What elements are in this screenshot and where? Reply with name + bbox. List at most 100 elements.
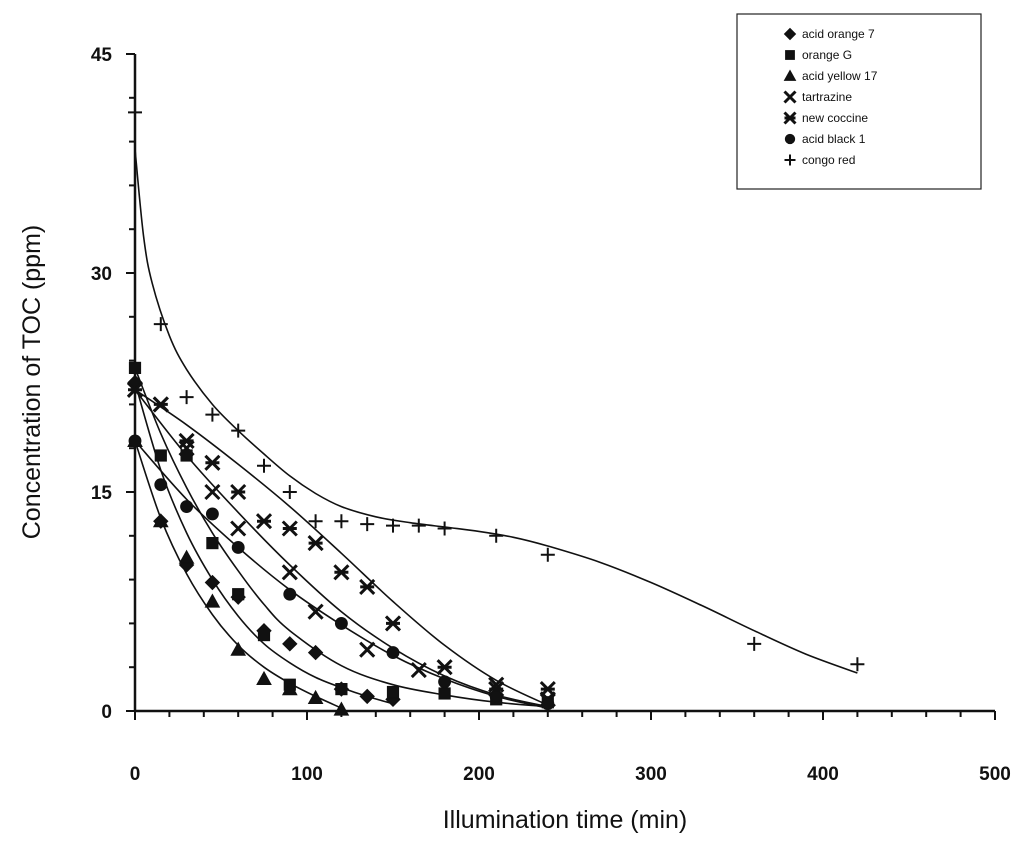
- point-new-coccine: [152, 396, 169, 413]
- point-congo-red: [128, 105, 142, 120]
- point-acid-orange-7: [282, 636, 298, 652]
- fit-curve-acid-orange-7: [134, 382, 394, 705]
- point-acid-black-1: [438, 675, 452, 689]
- fit-curve-new-coccine: [134, 389, 549, 706]
- point-acid-yellow-17: [256, 670, 272, 685]
- point-acid-black-1: [283, 587, 297, 601]
- point-congo-red: [179, 390, 194, 405]
- point-orange-G: [128, 361, 142, 374]
- point-new-coccine: [126, 381, 144, 398]
- point-acid-orange-7: [307, 644, 324, 661]
- point-acid-black-1: [231, 541, 245, 554]
- point-congo-red: [489, 528, 504, 543]
- point-congo-red: [257, 458, 271, 473]
- point-acid-yellow-17: [230, 641, 247, 656]
- point-congo-red: [540, 547, 555, 562]
- point-orange-G: [386, 685, 400, 699]
- fit-curves: [134, 148, 858, 709]
- point-acid-orange-7: [359, 688, 375, 705]
- point-congo-red: [360, 517, 375, 532]
- point-acid-black-1: [489, 689, 503, 703]
- point-new-coccine: [436, 659, 453, 676]
- point-new-coccine: [539, 681, 556, 698]
- point-new-coccine: [384, 615, 402, 632]
- point-acid-black-1: [386, 646, 400, 660]
- x-tick-label: 100: [291, 764, 323, 785]
- legend-label: acid orange 7: [802, 27, 875, 41]
- legend-label: tartrazine: [802, 90, 852, 104]
- legend-marker-acid-orange-7: [783, 27, 797, 41]
- point-new-coccine: [333, 564, 350, 581]
- legend-label: orange G: [802, 48, 852, 62]
- x-tick-label: 0: [130, 764, 141, 785]
- point-new-coccine: [359, 578, 376, 595]
- point-acid-black-1: [541, 697, 555, 711]
- x-tick-label: 300: [635, 764, 667, 785]
- y-tick-label: 30: [91, 264, 112, 285]
- point-congo-red: [153, 317, 168, 332]
- point-acid-yellow-17: [152, 513, 169, 528]
- point-acid-black-1: [205, 507, 219, 521]
- point-acid-black-1: [128, 434, 142, 448]
- point-acid-yellow-17: [204, 593, 221, 608]
- point-new-coccine: [281, 520, 298, 537]
- point-acid-orange-7: [204, 574, 221, 591]
- legend-label: congo red: [802, 153, 855, 167]
- x-tick-label: 400: [807, 764, 839, 785]
- point-orange-G: [206, 537, 219, 550]
- legend-label: new coccine: [802, 111, 868, 125]
- legend-marker-orange-G: [785, 50, 795, 60]
- point-tartrazine: [307, 603, 324, 620]
- legend-marker-tartrazine: [783, 90, 797, 104]
- point-congo-red: [205, 407, 220, 422]
- point-acid-yellow-17: [178, 549, 195, 564]
- point-congo-red: [334, 514, 349, 529]
- legend-items: acid orange 7 orange G acid yellow 17 tartr…: [783, 27, 878, 167]
- point-new-coccine: [178, 432, 195, 449]
- fit-curve-orange-G: [134, 367, 548, 708]
- point-tartrazine: [230, 520, 247, 537]
- point-tartrazine: [410, 662, 427, 679]
- x-tick-labels: 0 100 200 300 400 500: [130, 764, 1011, 785]
- x-axis-title: Illumination time (min): [443, 806, 688, 834]
- point-congo-red: [747, 636, 762, 651]
- data-points: [126, 105, 865, 716]
- fit-curve-acid-black-1: [134, 440, 548, 709]
- legend-label: acid black 1: [802, 132, 866, 146]
- point-new-coccine: [230, 483, 247, 501]
- x-tick-label: 500: [979, 764, 1011, 785]
- x-tick-label: 200: [463, 764, 495, 785]
- point-orange-G: [154, 449, 167, 462]
- y-axis-title: Concentration of TOC (ppm): [18, 225, 46, 540]
- y-tick-label: 0: [101, 702, 112, 723]
- legend-marker-congo-red: [784, 154, 796, 166]
- y-tick-label: 45: [91, 45, 113, 66]
- point-orange-G: [335, 683, 348, 696]
- point-congo-red: [231, 423, 246, 438]
- legend: acid orange 7 orange G acid yellow 17 tartr…: [736, 13, 982, 190]
- point-new-coccine: [204, 454, 221, 471]
- point-orange-G: [257, 628, 271, 642]
- point-congo-red: [386, 518, 400, 533]
- point-acid-yellow-17: [307, 689, 324, 704]
- point-tartrazine: [281, 564, 298, 581]
- fit-curve-congo-red: [134, 148, 858, 674]
- axes: [126, 53, 996, 720]
- legend-marker-new-coccine: [783, 111, 797, 125]
- point-new-coccine: [255, 513, 273, 530]
- legend-box: [736, 13, 982, 190]
- point-congo-red: [850, 657, 865, 672]
- point-congo-red: [411, 518, 426, 533]
- point-orange-G: [232, 588, 245, 601]
- point-acid-black-1: [180, 500, 194, 514]
- point-orange-G: [438, 687, 451, 700]
- legend-label: acid yellow 17: [802, 69, 878, 83]
- point-congo-red: [282, 485, 297, 499]
- point-tartrazine: [359, 641, 376, 658]
- point-tartrazine: [204, 483, 221, 501]
- point-acid-black-1: [334, 616, 348, 630]
- point-new-coccine: [307, 535, 324, 552]
- point-congo-red: [308, 514, 323, 529]
- point-acid-black-1: [154, 478, 168, 492]
